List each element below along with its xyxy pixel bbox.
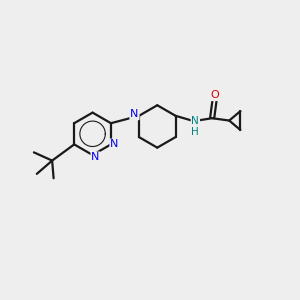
Text: N: N xyxy=(110,140,119,149)
Text: N
H: N H xyxy=(191,116,199,137)
Text: N: N xyxy=(91,152,100,162)
Text: N: N xyxy=(130,110,139,119)
Text: O: O xyxy=(211,90,220,100)
